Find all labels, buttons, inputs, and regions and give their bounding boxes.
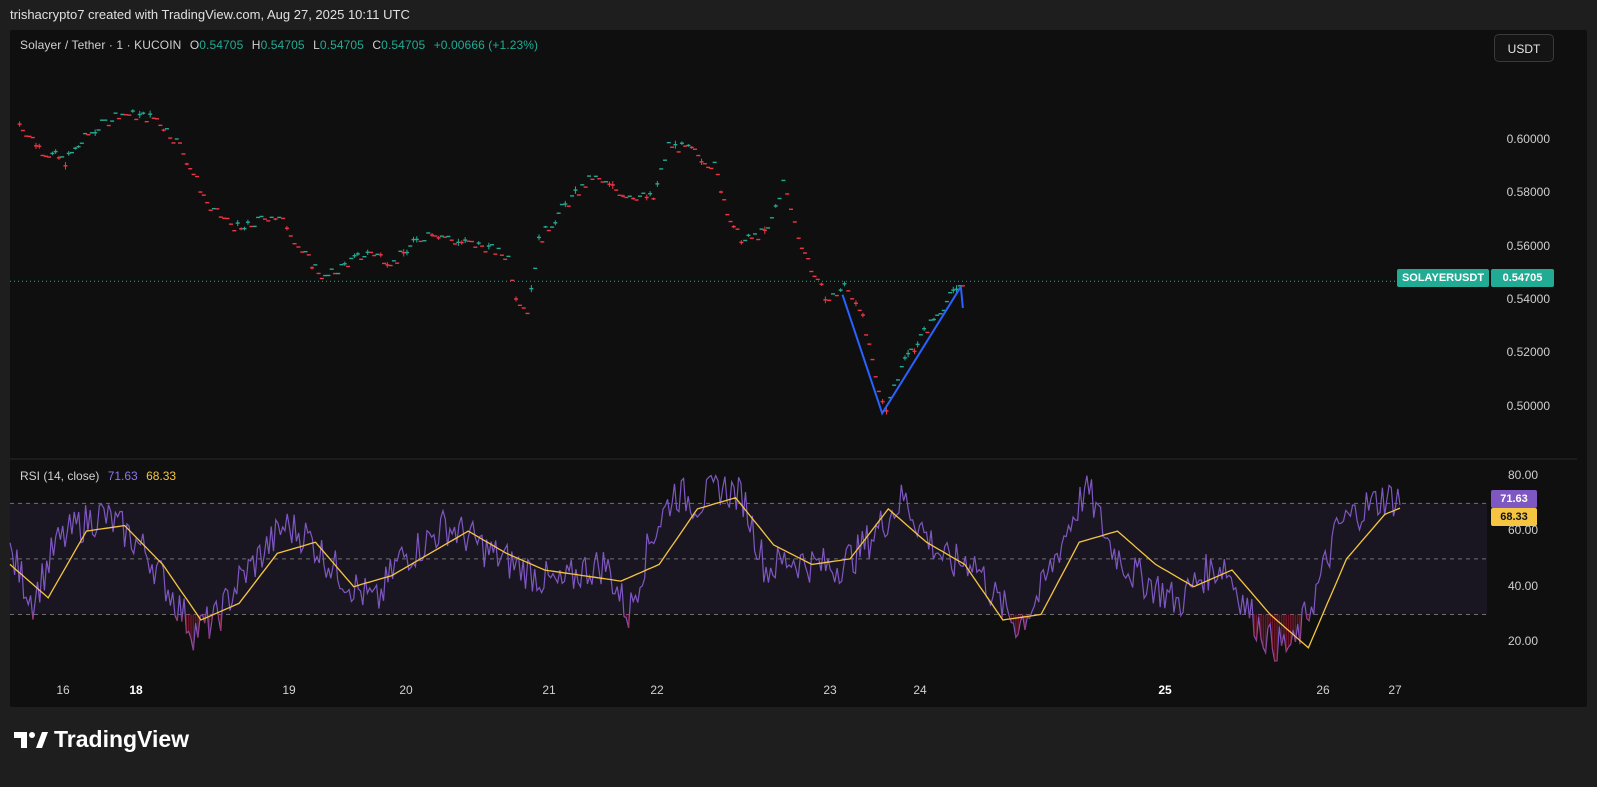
open-value: 0.54705 bbox=[199, 38, 244, 52]
rsi-axis-label: 20.00 bbox=[1507, 634, 1538, 649]
chart-panel bbox=[10, 30, 1587, 707]
symbol-name[interactable]: Solayer / Tether · 1 · KUCOIN bbox=[20, 38, 182, 52]
rsi-legend: RSI (14, close) 71.63 68.33 bbox=[20, 469, 176, 483]
rsi-axis-label: 60.00 bbox=[1507, 523, 1538, 538]
rsi-title[interactable]: RSI (14, close) bbox=[20, 469, 100, 483]
currency-button[interactable]: USDT bbox=[1494, 34, 1554, 62]
time-axis-label: 27 bbox=[1388, 683, 1402, 697]
open-label: O bbox=[189, 38, 200, 52]
v-shape-annotation bbox=[841, 286, 962, 416]
price-axis-label: 0.58000 bbox=[1506, 185, 1550, 200]
high-value: 0.54705 bbox=[260, 38, 305, 52]
close-label: C bbox=[372, 38, 382, 52]
symbol-legend: Solayer / Tether · 1 · KUCOIN O0.54705 H… bbox=[20, 38, 538, 52]
low-value: 0.54705 bbox=[319, 38, 364, 52]
time-axis-label: 18 bbox=[129, 683, 143, 697]
rsi-line bbox=[9, 473, 1401, 662]
close-value: 0.54705 bbox=[381, 38, 426, 52]
price-axis-label: 0.54000 bbox=[1506, 292, 1550, 306]
rsi-value-tag: 71.63 bbox=[1491, 490, 1537, 508]
time-axis-label: 20 bbox=[399, 683, 413, 697]
price-axis-label: 0.60000 bbox=[1506, 132, 1550, 146]
time-axis-label: 25 bbox=[1158, 683, 1172, 697]
time-axis-label: 24 bbox=[913, 683, 927, 697]
change-value: +0.00666 (+1.23%) bbox=[433, 38, 539, 52]
rsi-value: 71.63 bbox=[107, 469, 138, 483]
price-axis-label: 0.52000 bbox=[1506, 345, 1550, 360]
time-axis-label: 22 bbox=[650, 683, 664, 697]
rsi-axis-label: 40.00 bbox=[1507, 578, 1538, 593]
time-axis-label: 16 bbox=[56, 683, 70, 697]
v-shape-annotation-tail bbox=[959, 286, 964, 309]
rsi-ma-line bbox=[9, 497, 1401, 649]
rsi-ma-value-tag: 68.33 bbox=[1491, 508, 1537, 526]
time-axis-label: 26 bbox=[1316, 683, 1330, 697]
price-axis-label: 0.50000 bbox=[1506, 398, 1550, 413]
time-axis-label: 19 bbox=[282, 683, 296, 697]
time-axis-label: 23 bbox=[823, 683, 837, 697]
rsi-ma-value: 68.33 bbox=[146, 469, 177, 483]
high-label: H bbox=[251, 38, 261, 52]
price-axis-label: 0.56000 bbox=[1506, 238, 1550, 253]
low-label: L bbox=[313, 38, 320, 52]
tradingview-logo-text: TradingView bbox=[54, 726, 190, 752]
attribution-header: trishacrypto7 created with TradingView.c… bbox=[10, 7, 410, 22]
rsi-axis-label: 80.00 bbox=[1507, 467, 1538, 482]
time-axis-label: 21 bbox=[542, 683, 556, 697]
last-price-tag: 0.54705 bbox=[1491, 269, 1554, 287]
tradingview-logo[interactable]: TradingView bbox=[14, 726, 189, 753]
symbol-price-tag: SOLAYERUSDT bbox=[1397, 269, 1489, 287]
tradingview-logo-icon bbox=[14, 731, 48, 748]
